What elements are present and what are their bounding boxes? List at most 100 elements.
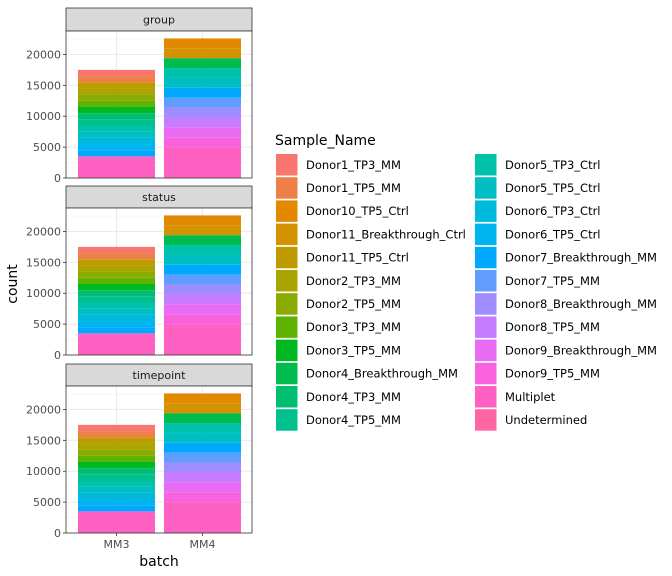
bar-segment [164,58,241,69]
bar-segment [78,449,155,456]
y-tick-label: 20000 [26,225,61,238]
legend-item: Donor1_TP3_MM [276,154,401,176]
y-tick-label: 5000 [33,141,61,154]
facet-strip-label: timepoint [133,369,187,382]
bar-segment [164,294,241,305]
bar-segment [78,468,155,475]
facet-panel-group: group 0 5000 10000 15000 20000 [26,7,253,185]
panel-border [65,207,253,356]
y-tick-label: 15000 [26,434,61,447]
legend-item: Donor2_TP3_MM [276,270,401,292]
y-tick-label: 10000 [26,465,61,478]
legend-item: Donor11_TP5_Ctrl [276,246,409,269]
bar-segment [164,502,241,533]
bar-segment [164,38,241,49]
bar-segment [78,69,155,77]
bar-segment [78,308,155,315]
legend-label: Donor11_TP5_Ctrl [306,251,409,265]
legend-key [475,177,497,199]
bar-segment [78,327,155,334]
bar-segment [164,87,241,98]
bar-segment [78,94,155,101]
legend-item: Donor1_TP5_MM [276,177,401,199]
y-tick-label: 10000 [26,287,61,300]
y-tick-label: 10000 [26,110,61,123]
bar-segment [164,442,241,453]
bar-segment [78,333,155,355]
panel-border [65,30,253,179]
legend-label: Donor5_TP3_Ctrl [505,158,601,172]
bar-segment [164,423,241,433]
bar-segment [78,131,155,138]
legend-key [475,362,497,385]
legend-label: Donor8_TP5_MM [505,320,600,334]
bar-segment [164,97,241,108]
legend-item: Donor3_TP3_MM [276,316,401,338]
y-tick-label: 20000 [26,48,61,61]
legend-item: Donor6_TP3_Ctrl [475,200,601,222]
bar-segment [164,304,241,315]
legend-item: Donor2_TP5_MM [276,293,401,315]
legend-item: Donor4_Breakthrough_MM [276,362,458,385]
y-tick-label: 15000 [26,256,61,269]
facet-strip-label: group [143,14,175,27]
x-tick-label: MM3 [104,538,130,551]
legend-key [475,246,497,269]
legend-label: Donor3_TP5_MM [306,343,401,357]
legend-label: Multiplet [505,390,556,404]
bar-segment [164,274,241,285]
legend-label: Donor6_TP5_Ctrl [505,227,601,241]
legend-label: Donor9_TP5_MM [505,367,600,381]
legend-item: Donor5_TP3_Ctrl [475,154,601,176]
bar-segment [78,100,155,107]
legend-item: Donor7_TP5_MM [475,270,600,292]
legend-key [276,270,298,292]
legend-item: Donor8_TP5_MM [475,316,600,338]
bar-segment [78,283,155,291]
bar-segment [164,68,241,78]
legend-key [475,200,497,222]
legend-label: Donor7_Breakthrough_MM [505,251,657,265]
legend-key [475,316,497,338]
bar-segment [164,284,241,295]
bar-segment [164,413,241,424]
bar-segment [78,455,155,462]
bar-segment [78,511,155,533]
bar-segment [164,264,241,275]
bar-segment [164,48,241,59]
bar-segment [164,245,241,255]
bar-segment [164,492,241,503]
bar-segment [164,314,241,325]
bar-segment [78,424,155,432]
legend-item: Donor10_TP5_Ctrl [276,200,409,222]
legend-label: Donor11_Breakthrough_Ctrl [306,227,466,241]
bar-segment [164,127,241,138]
bar-segment [164,215,241,226]
legend-label: Donor2_TP3_MM [306,274,401,288]
bar-segment [164,432,241,443]
y-tick-label: 0 [54,527,61,540]
legend-key [276,362,298,385]
bar-segment [164,107,241,118]
legend-item: Donor9_Breakthrough_MM [475,339,657,362]
y-tick-label: 0 [54,172,61,185]
legend-label: Donor1_TP3_MM [306,158,401,172]
y-axis-title: count [5,264,21,304]
bar-segment [78,492,155,500]
x-axis-title: batch [139,554,179,570]
y-tick-label: 0 [54,349,61,362]
legend-key [276,293,298,315]
y-tick-label: 5000 [33,318,61,331]
legend-key [475,270,497,292]
bar-segment [78,302,155,309]
bar-segment [78,113,155,120]
bar-segment [164,472,241,483]
legend-item: Donor8_Breakthrough_MM [475,293,657,315]
bar-segment [78,314,155,322]
bar-segment [78,82,155,89]
bar-segment [164,77,241,88]
legend-key [276,246,298,269]
bar-segment [78,296,155,303]
legend-key [475,223,497,246]
